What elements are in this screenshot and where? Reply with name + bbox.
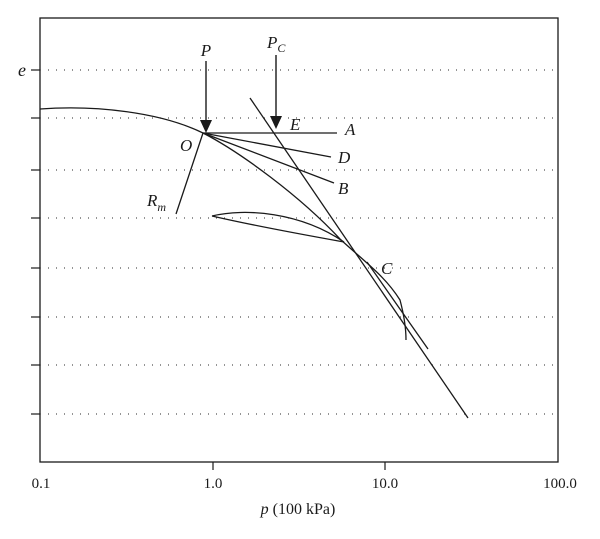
x-axis-ticks xyxy=(212,462,386,470)
label-d: D xyxy=(337,148,351,167)
label-a: A xyxy=(344,120,356,139)
label-p: P xyxy=(200,41,211,60)
label-pc: PC xyxy=(266,33,286,55)
plot-frame xyxy=(39,17,559,463)
rebound-loop-lower xyxy=(211,215,345,243)
label-b: B xyxy=(338,179,349,198)
y-axis-symbol: e xyxy=(18,60,26,80)
label-e: E xyxy=(289,115,301,134)
x-axis-title: p (100 kPa) xyxy=(260,501,336,518)
compression-curve xyxy=(39,107,407,341)
x-tick-label-1.0: 1.0 xyxy=(204,476,223,492)
tangent-line-c xyxy=(366,261,429,350)
label-c: C xyxy=(381,259,393,278)
virgin-compression-line xyxy=(249,97,469,419)
y-axis-ticks xyxy=(31,69,40,415)
x-tick-label-0.1: 0.1 xyxy=(32,476,51,492)
x-tick-label-100.0: 100.0 xyxy=(543,476,577,492)
rebound-loop-upper xyxy=(211,211,345,243)
arrow-p-head xyxy=(200,120,212,133)
line-o-rm xyxy=(175,132,204,215)
line-ob xyxy=(202,132,335,184)
line-od xyxy=(202,132,332,158)
label-o: O xyxy=(180,136,192,155)
label-rm: Rm xyxy=(146,191,166,214)
arrow-pc-head xyxy=(270,116,282,129)
x-tick-label-10.0: 10.0 xyxy=(372,476,398,492)
